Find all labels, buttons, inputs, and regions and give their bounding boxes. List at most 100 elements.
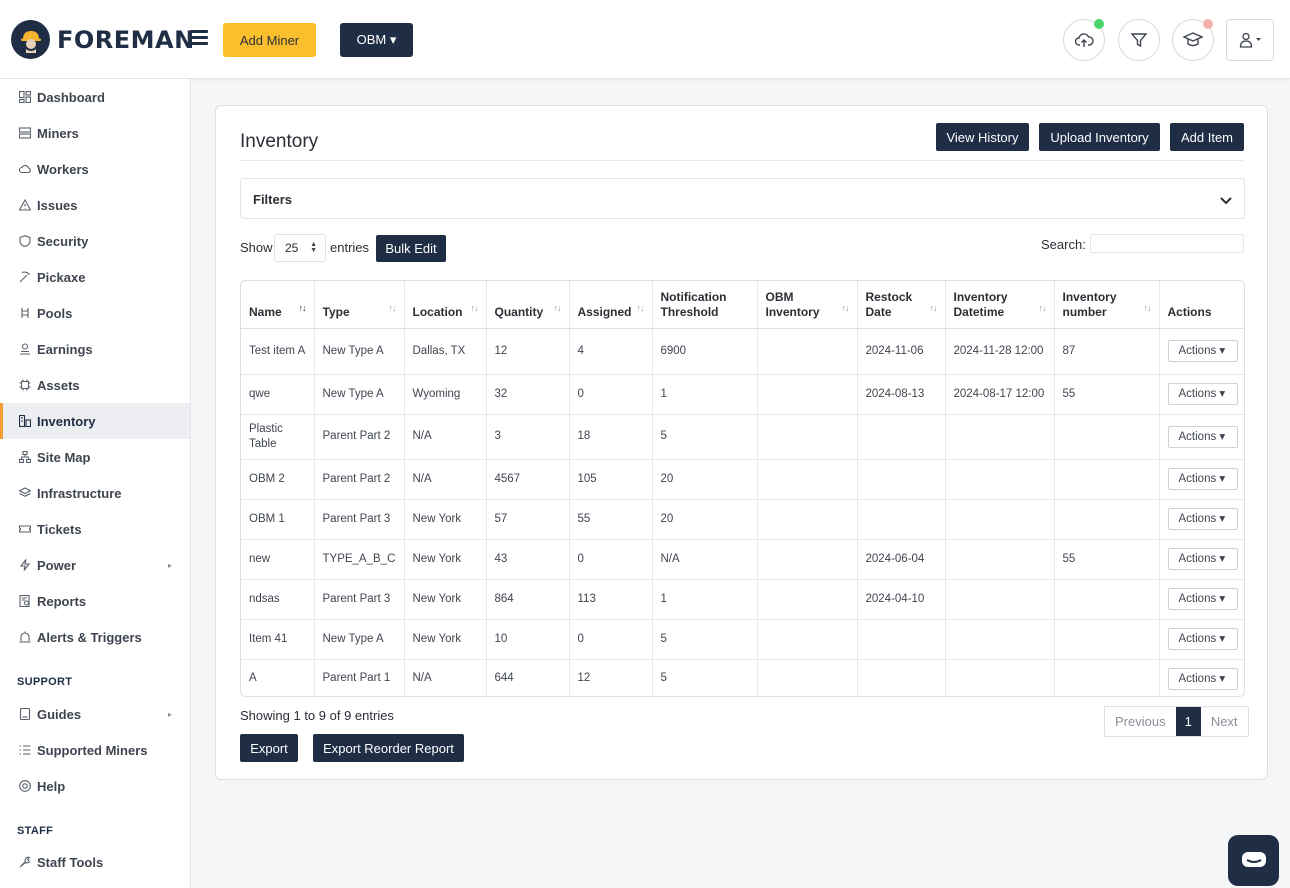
row-actions-button[interactable]: Actions ▾ [1167,468,1238,490]
sidebar-item-alerts-triggers[interactable]: Alerts & Triggers [0,619,190,655]
sidebar-item-guides[interactable]: Guides ▸ [0,696,190,732]
column-header-quantity[interactable]: Quantity ↑↓ [486,281,570,329]
row-actions-button[interactable]: Actions ▾ [1167,667,1238,690]
table-cell: 20 [652,499,758,540]
sidebar: Dashboard Miners Workers Issues Security… [0,79,191,888]
sidebar-item-pools[interactable]: Pools [0,295,190,331]
pools-icon [18,307,31,320]
sidebar-item-staff-tools[interactable]: Staff Tools [0,844,190,880]
inventory-card: Inventory View History Upload Inventory … [215,105,1268,780]
bulk-edit-button[interactable]: Bulk Edit [376,235,446,262]
table-cell [1054,659,1160,696]
column-header-location[interactable]: Location ↑↓ [404,281,487,329]
server-icon [18,127,31,140]
table-cell [1054,619,1160,660]
tools-icon [18,856,31,869]
sidebar-item-assets[interactable]: Assets [0,367,190,403]
user-menu-button[interactable] [1226,19,1274,61]
chevron-down-icon[interactable] [1220,192,1232,210]
table-cell: N/A [404,414,487,460]
table-cell: 20 [652,459,758,500]
sidebar-item-workers[interactable]: Workers [0,151,190,187]
add-miner-button[interactable]: Add Miner [223,23,316,57]
cloud-upload-button[interactable] [1063,19,1105,61]
table-cell-actions: Actions ▾ [1159,414,1244,460]
sidebar-item-label: Inventory [37,413,96,429]
sidebar-item-power[interactable]: Power ▸ [0,547,190,583]
chat-icon [1241,851,1266,867]
sidebar-item-site-map[interactable]: Site Map [0,439,190,475]
table-cell: 32 [486,374,570,415]
table-cell: Parent Part 3 [314,499,405,540]
add-item-button[interactable]: Add Item [1170,123,1244,151]
view-history-button[interactable]: View History [936,123,1029,151]
pagination-previous[interactable]: Previous [1115,714,1166,729]
column-header-obm-inventory[interactable]: OBM Inventory ↑↓ [757,281,858,329]
table-cell [757,328,858,375]
table-cell: 5 [652,659,758,696]
sidebar-item-label: Pickaxe [37,269,86,285]
row-actions-button[interactable]: Actions ▾ [1167,548,1238,570]
table-cell [757,374,858,415]
select-arrows-icon: ▲ ▼ [310,241,317,254]
column-header-assigned[interactable]: Assigned ↑↓ [569,281,653,329]
sidebar-item-earnings[interactable]: Earnings [0,331,190,367]
brand-logo[interactable]: FOREMAN [11,20,195,59]
education-button[interactable] [1172,19,1214,61]
page-size-value: 25 [285,241,299,255]
sidebar-item-reports[interactable]: Reports [0,583,190,619]
sidebar-item-security[interactable]: Security [0,223,190,259]
table-cell: OBM 2 [241,459,315,500]
table-cell: 55 [569,499,653,540]
sidebar-item-help[interactable]: Help [0,768,190,804]
sidebar-item-tickets[interactable]: Tickets [0,511,190,547]
table-row: qwe New Type A Wyoming 32 0 1 2024-08-13 2024-0… [241,374,1244,415]
obm-dropdown-button[interactable]: OBM ▾ [340,23,413,57]
table-cell [857,619,946,660]
column-header-notification-threshold[interactable]: Notification Threshold [652,281,758,329]
column-header-name[interactable]: Name ↑↓ [241,281,315,329]
sidebar-item-supported-miners[interactable]: Supported Miners [0,732,190,768]
table-cell-actions: Actions ▾ [1159,539,1244,580]
filters-panel[interactable]: Filters [240,178,1245,219]
table-cell-actions: Actions ▾ [1159,659,1244,696]
row-actions-button[interactable]: Actions ▾ [1167,628,1238,650]
row-actions-button[interactable]: Actions ▾ [1167,588,1238,610]
column-header-restock-date[interactable]: Restock Date ↑↓ [857,281,946,329]
menu-toggle-icon[interactable] [190,30,208,45]
sort-icon: ↑↓ [1143,302,1152,313]
layers-icon [18,487,31,500]
row-actions-button[interactable]: Actions ▾ [1167,508,1238,530]
page-size-select[interactable]: 25 ▲ ▼ [274,234,326,262]
export-reorder-report-button[interactable]: Export Reorder Report [313,734,464,762]
table-cell: 18 [569,414,653,460]
row-actions-button[interactable]: Actions ▾ [1167,425,1238,448]
pagination-next[interactable]: Next [1210,714,1238,729]
row-actions-button[interactable]: Actions ▾ [1167,340,1238,362]
table-cell: qwe [241,374,315,415]
table-cell: N/A [652,539,758,580]
filter-button[interactable] [1118,19,1160,61]
sidebar-item-dashboard[interactable]: Dashboard [0,79,190,115]
bolt-icon [18,559,31,572]
sidebar-item-infrastructure[interactable]: Infrastructure [0,475,190,511]
search-input[interactable] [1090,234,1244,253]
column-header-inventory-datetime[interactable]: Inventory Datetime ↑↓ [945,281,1055,329]
table-cell: New Type A [314,619,405,660]
pagination-page-1[interactable]: 1 [1175,707,1201,736]
upload-inventory-button[interactable]: Upload Inventory [1039,123,1160,151]
sidebar-item-pickaxe[interactable]: Pickaxe [0,259,190,295]
sidebar-item-inventory[interactable]: Inventory [0,403,190,439]
chat-widget-button[interactable] [1228,835,1279,886]
column-header-type[interactable]: Type ↑↓ [314,281,405,329]
row-actions-button[interactable]: Actions ▾ [1167,383,1238,405]
table-cell [945,459,1055,500]
table-cell: 1 [652,579,758,620]
column-header-inventory-number[interactable]: Inventory number ↑↓ [1054,281,1160,329]
sidebar-item-issues[interactable]: Issues [0,187,190,223]
export-button[interactable]: Export [240,734,298,762]
sort-icon: ↑↓ [841,302,850,313]
table-cell: New York [404,579,487,620]
sidebar-item-miners[interactable]: Miners [0,115,190,151]
earnings-icon [18,343,31,356]
